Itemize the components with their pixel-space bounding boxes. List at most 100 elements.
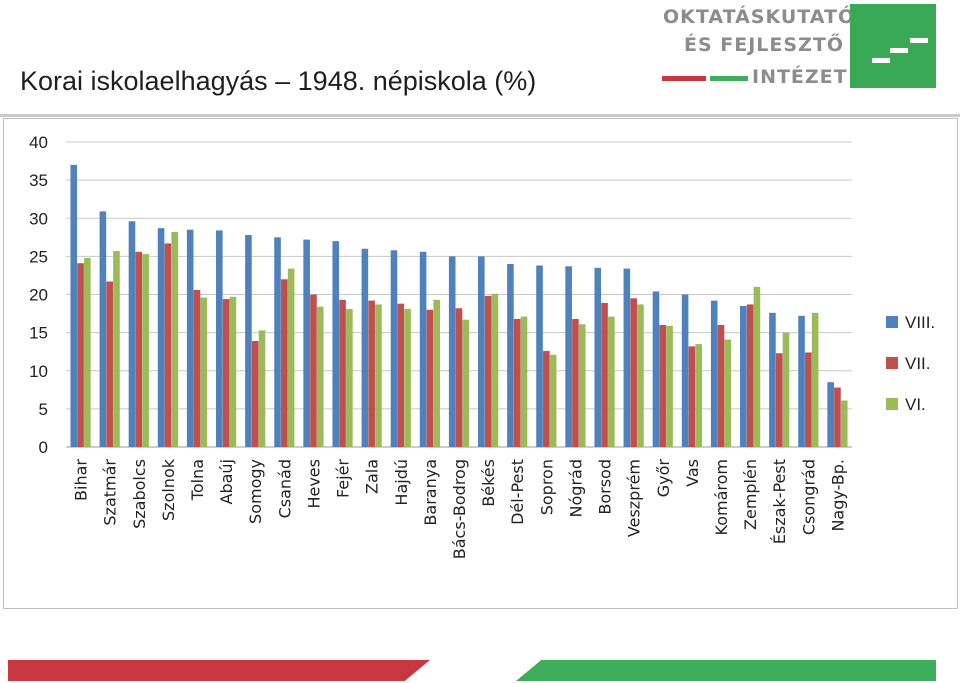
bar xyxy=(128,221,136,447)
x-tick-label: Bihar xyxy=(72,459,91,501)
bar xyxy=(513,318,521,447)
bar xyxy=(717,325,725,447)
bar xyxy=(193,289,201,447)
bar xyxy=(404,308,411,447)
bar xyxy=(462,319,470,447)
logo-red-stripe xyxy=(662,76,706,81)
bar xyxy=(287,268,295,447)
bar xyxy=(543,350,550,447)
x-tick-label: Baranya xyxy=(421,459,440,526)
bar xyxy=(229,296,237,447)
x-tick-label: Békés xyxy=(479,459,498,507)
bar xyxy=(681,294,689,447)
bar xyxy=(753,286,761,447)
bar xyxy=(258,330,266,447)
x-tick-label: Észak-Pest xyxy=(770,459,789,544)
bar xyxy=(659,325,667,447)
x-tick-label: Komárom xyxy=(712,459,731,535)
bar xyxy=(695,344,702,447)
logo-green-stripe xyxy=(710,76,748,81)
bar xyxy=(164,243,172,447)
y-tick-label: 25 xyxy=(29,247,48,266)
legend-label: VIII. xyxy=(905,313,935,332)
legend-swatch xyxy=(886,398,898,410)
x-tick-label: Nagy-Bp. xyxy=(828,459,847,532)
logo-line-2: ÉS FEJLESZTŐ xyxy=(684,34,844,56)
bar xyxy=(811,312,819,447)
logo-line-3: INTÉZET xyxy=(752,66,848,88)
bar xyxy=(245,235,252,447)
x-tick-label: Somogy xyxy=(246,459,265,524)
bar xyxy=(572,318,579,447)
bar-chart: 0 5 10 15 20 25 30 35 40 Bihar Szatmár Szabolcs Szol… xyxy=(29,133,935,559)
bar xyxy=(549,354,557,447)
bar xyxy=(798,315,805,447)
bar xyxy=(84,257,91,447)
bar xyxy=(834,387,841,447)
x-tick-label: Abaúj xyxy=(217,459,236,505)
bar xyxy=(361,248,369,447)
bar xyxy=(769,312,776,447)
bar xyxy=(782,332,790,447)
y-tick-label: 10 xyxy=(29,362,48,381)
y-tick-label: 35 xyxy=(29,171,48,190)
y-tick-label: 15 xyxy=(29,324,48,343)
x-tick-label: Bács-Bodrog xyxy=(450,459,469,559)
bar xyxy=(565,266,572,447)
bar xyxy=(251,341,259,447)
y-tick-label: 5 xyxy=(39,400,48,419)
x-tick-label: Hajdú xyxy=(392,459,411,506)
x-tick-label: Dél-Pest xyxy=(508,459,527,525)
bar xyxy=(368,300,375,447)
bar xyxy=(142,254,149,447)
logo-mark-icon xyxy=(850,4,936,88)
bar xyxy=(507,264,514,447)
logo-line-1: OKTATÁSKUTATÓ xyxy=(663,6,856,28)
bar xyxy=(113,251,120,447)
x-tick-label: Szatmár xyxy=(101,459,120,526)
bar xyxy=(390,250,398,447)
bar xyxy=(478,256,485,447)
x-tick-label: Csanád xyxy=(275,459,294,518)
bar xyxy=(805,352,812,447)
y-tick-label: 20 xyxy=(29,286,48,305)
bar xyxy=(77,263,84,447)
bar xyxy=(222,299,230,447)
bar xyxy=(346,308,353,447)
bar xyxy=(171,231,178,447)
bar xyxy=(746,304,754,447)
bar xyxy=(688,346,696,447)
x-tick-label: Csongrád xyxy=(799,459,818,535)
bar xyxy=(623,268,631,447)
bar xyxy=(608,316,615,447)
footer-green-bar xyxy=(516,660,936,681)
x-tick-label: Győr xyxy=(654,459,673,498)
institute-logo: OKTATÁSKUTATÓ ÉS FEJLESZTŐ INTÉZET xyxy=(660,4,942,92)
x-tick-label: Nógrád xyxy=(566,459,585,517)
bar xyxy=(200,297,208,447)
bar xyxy=(601,302,608,447)
bar xyxy=(520,316,528,447)
bar xyxy=(186,229,194,447)
bar xyxy=(375,304,382,447)
bar xyxy=(70,164,78,447)
bar xyxy=(637,304,644,447)
bar xyxy=(99,211,107,447)
x-tick-label: Tolna xyxy=(188,459,207,501)
bar xyxy=(135,251,143,447)
y-tick-label: 30 xyxy=(29,209,48,228)
x-tick-label: Szabolcs xyxy=(130,459,149,529)
bar xyxy=(433,299,440,447)
slide-title: Korai iskolaelhagyás – 1948. népiskola (… xyxy=(20,66,537,96)
bar xyxy=(827,382,834,447)
bar xyxy=(630,298,637,447)
bar xyxy=(216,230,223,447)
bar xyxy=(303,239,310,447)
x-tick-label: Zemplén xyxy=(741,459,760,530)
bar xyxy=(106,281,113,447)
x-tick-label: Veszprém xyxy=(625,459,644,537)
x-tick-label: Vas xyxy=(683,459,702,487)
bar xyxy=(652,291,660,447)
bar xyxy=(316,306,324,447)
bar xyxy=(578,324,586,447)
